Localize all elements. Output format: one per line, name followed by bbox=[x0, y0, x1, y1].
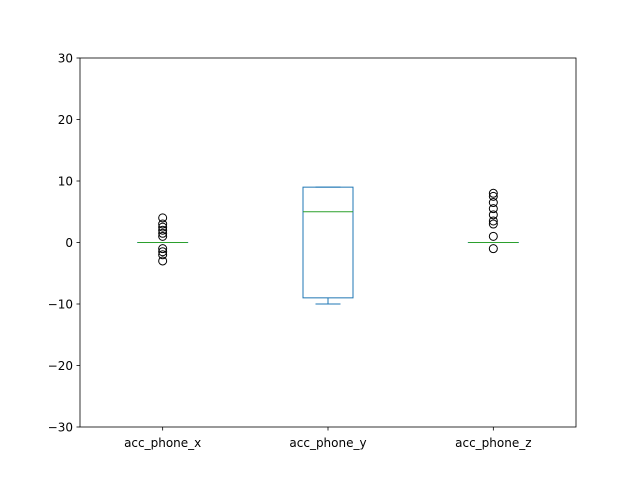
outlier-point bbox=[158, 228, 168, 238]
y-tick-label: 30 bbox=[58, 52, 73, 66]
y-tick-label: −10 bbox=[48, 298, 73, 312]
x-tick-label: acc_phone_x bbox=[124, 436, 201, 450]
outlier-point bbox=[158, 213, 168, 223]
outlier-point bbox=[158, 247, 168, 257]
y-tick-label: 20 bbox=[58, 113, 73, 127]
y-axis: −30 −20 −10 0 10 20 30 bbox=[48, 52, 80, 435]
outlier-point bbox=[488, 188, 498, 198]
outlier-point bbox=[158, 222, 168, 232]
x-tick-label: acc_phone_y bbox=[289, 436, 366, 450]
outlier-point bbox=[158, 250, 168, 260]
x-tick-label: acc_phone_z bbox=[455, 436, 531, 450]
y-tick-label: −20 bbox=[48, 359, 73, 373]
y-tick-label: −30 bbox=[48, 421, 73, 435]
y-tick-label: 0 bbox=[65, 236, 73, 250]
outlier-point bbox=[488, 244, 498, 254]
outlier-point bbox=[158, 231, 168, 241]
box-acc_phone_x bbox=[137, 213, 189, 266]
box-acc_phone_z bbox=[467, 188, 519, 254]
outlier-point bbox=[488, 191, 498, 201]
outlier-point bbox=[158, 225, 168, 235]
y-tick-label: 10 bbox=[58, 175, 73, 189]
plot-area bbox=[137, 186, 519, 305]
iqr-box bbox=[302, 186, 354, 299]
outlier-point bbox=[488, 210, 498, 220]
outlier-point bbox=[488, 216, 498, 226]
x-axis: acc_phone_x acc_phone_y acc_phone_z bbox=[124, 427, 532, 450]
outlier-point bbox=[158, 219, 168, 229]
outlier-point bbox=[158, 244, 168, 254]
box-acc_phone_y bbox=[302, 186, 354, 305]
outlier-point bbox=[488, 198, 498, 208]
outlier-point bbox=[488, 219, 498, 229]
outlier-point bbox=[488, 231, 498, 241]
outlier-point bbox=[488, 204, 498, 214]
outlier-point bbox=[158, 256, 168, 266]
